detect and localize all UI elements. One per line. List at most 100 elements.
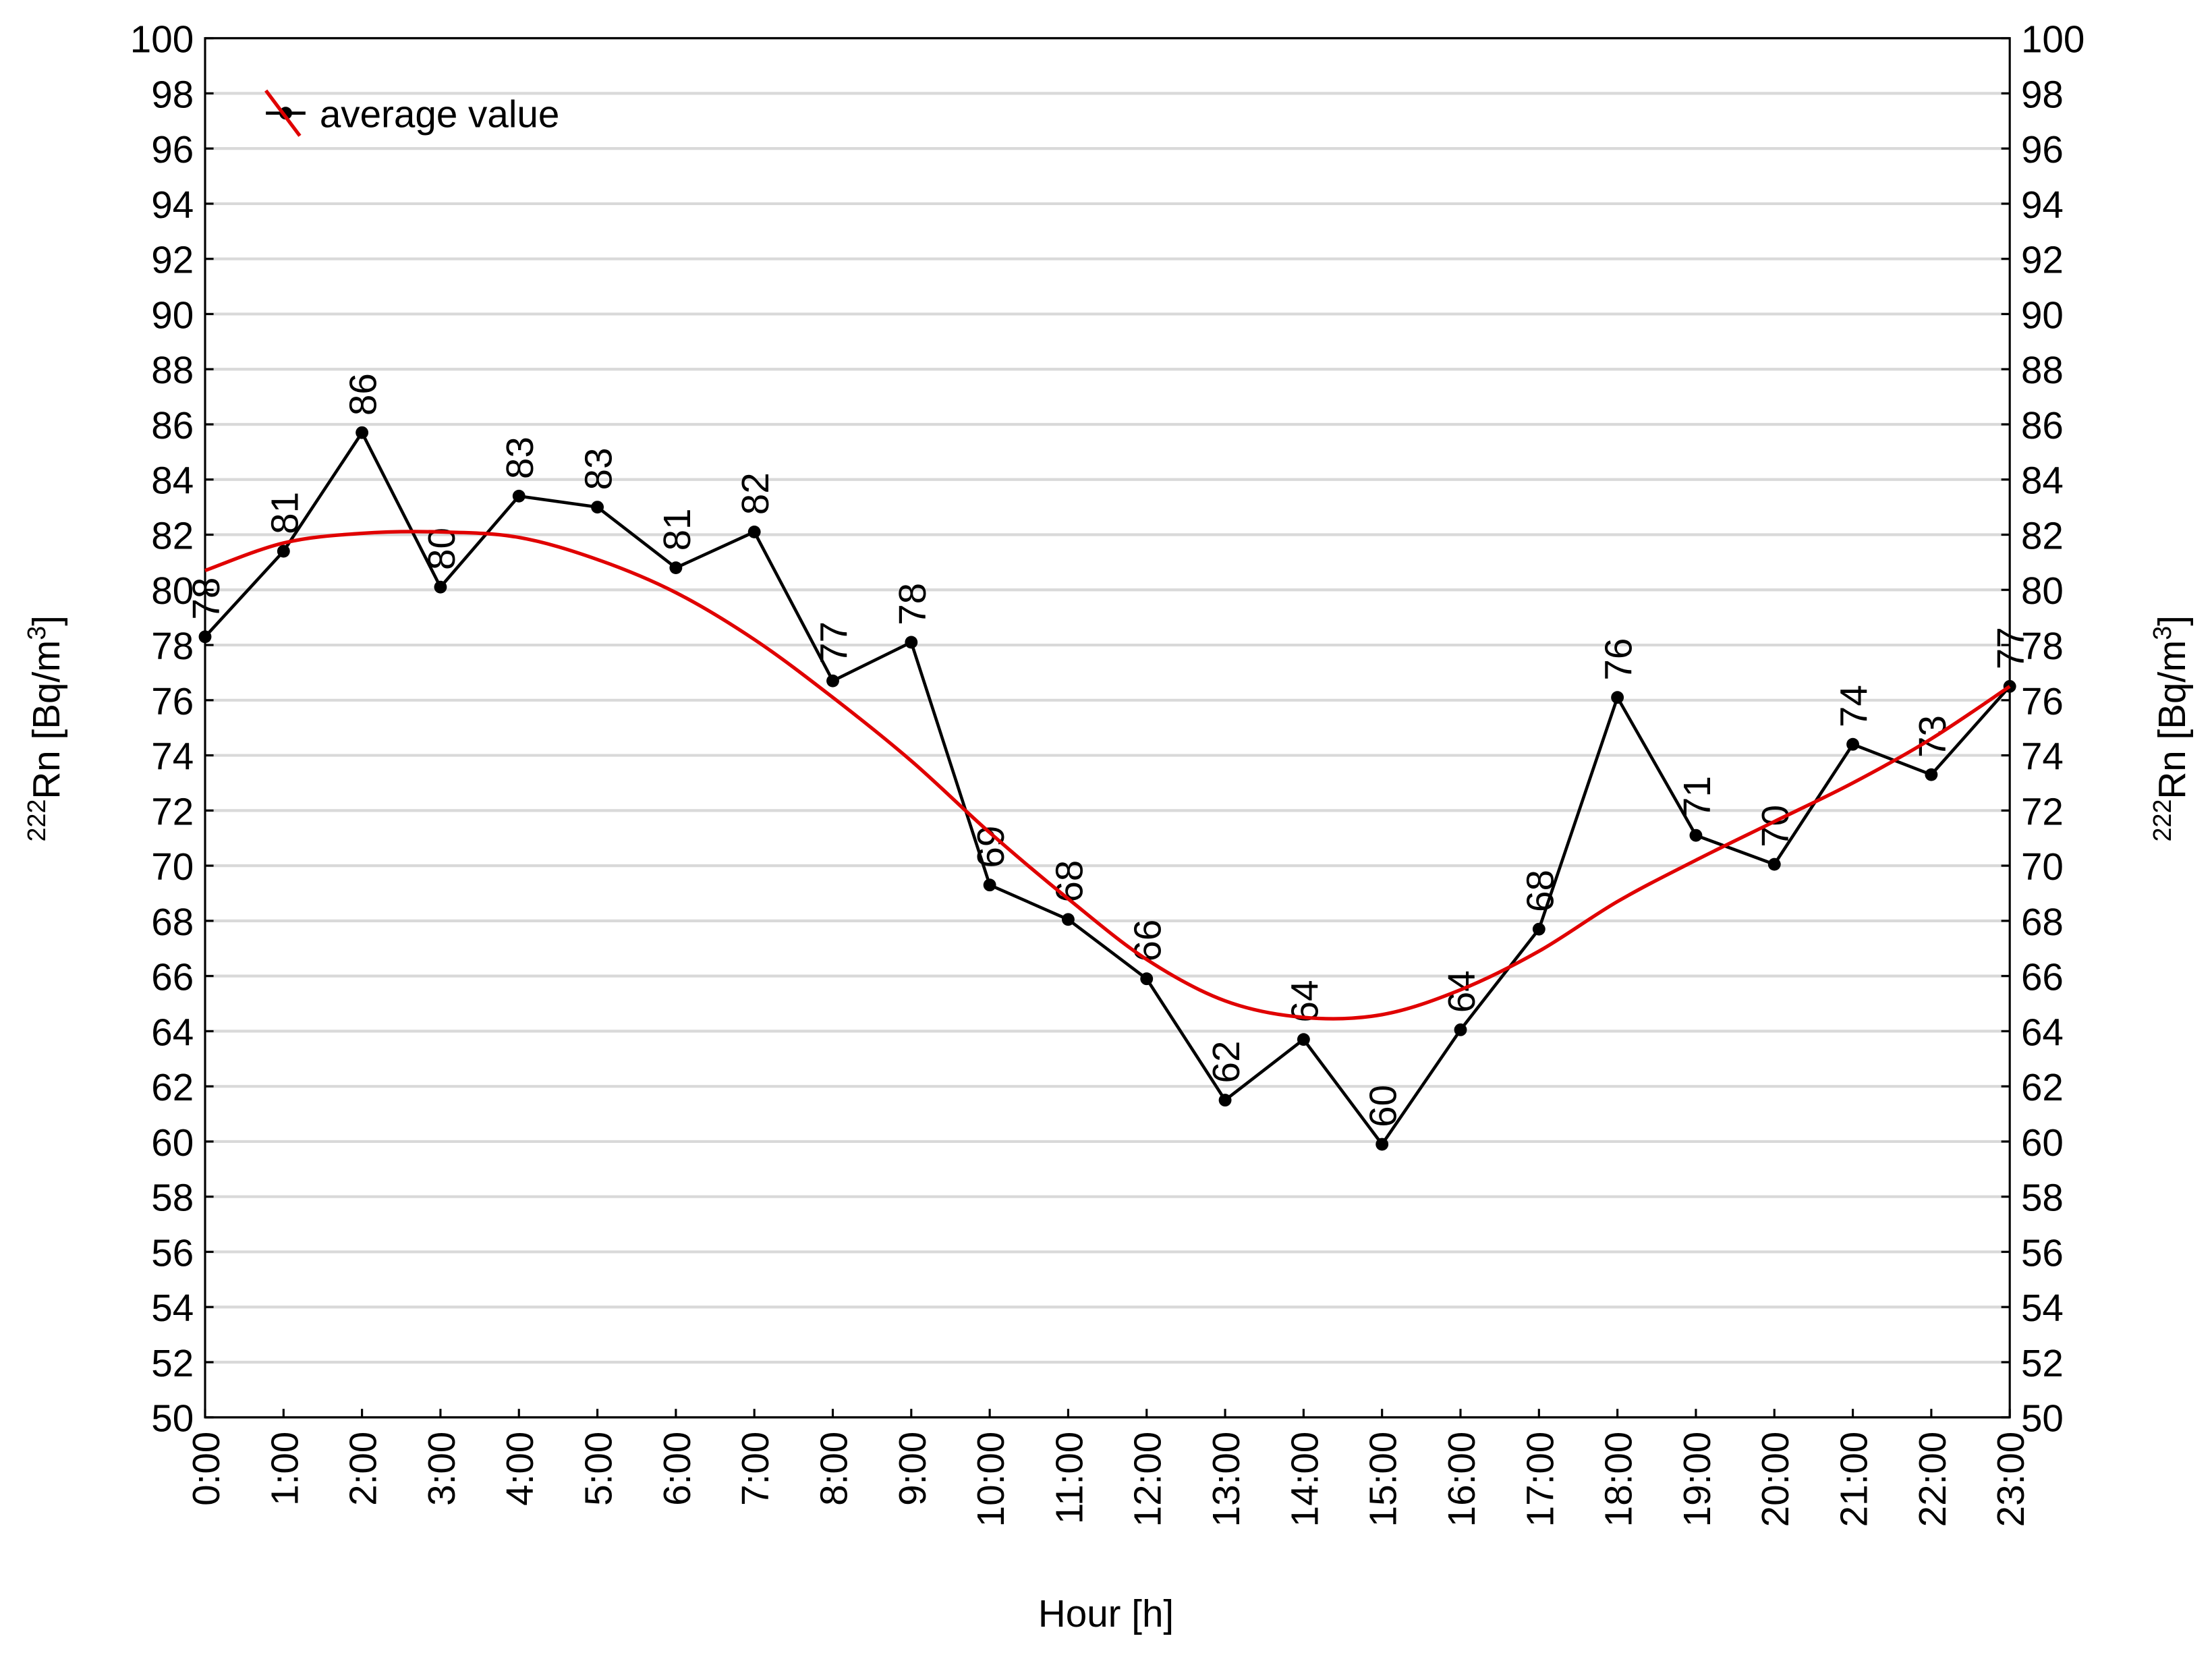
y-tick-label: 54 — [151, 1287, 194, 1329]
legend-trend — [264, 89, 302, 137]
y2-tick-label: 92 — [2021, 239, 2064, 281]
x-tick-label: 13:00 — [1205, 1432, 1247, 1527]
data-point — [1062, 913, 1075, 926]
y-tick-label: 64 — [151, 1011, 194, 1053]
data-point — [826, 674, 839, 688]
y2-tick-label: 88 — [2021, 349, 2064, 391]
x-tick-label: 3:00 — [420, 1432, 463, 1506]
data-point — [1218, 1094, 1232, 1107]
y2-tick-label: 62 — [2021, 1066, 2064, 1109]
data-label: 77 — [1989, 627, 2032, 669]
isotope: 222 — [2148, 800, 2176, 842]
x-tick-label: 9:00 — [891, 1432, 934, 1506]
y2-tick-label: 82 — [2021, 514, 2064, 557]
x-tick-label: 0:00 — [185, 1432, 227, 1506]
data-point — [434, 580, 447, 594]
data-label: 81 — [656, 508, 698, 551]
y-tick-label: 86 — [151, 404, 194, 447]
y2-tick-label: 72 — [2021, 790, 2064, 833]
x-tick-label: 1:00 — [263, 1432, 306, 1506]
x-tick-label: 17:00 — [1519, 1432, 1561, 1527]
x-tick-label: 23:00 — [1989, 1432, 2032, 1527]
data-point — [512, 489, 526, 503]
y2-tick-label: 70 — [2021, 845, 2064, 888]
y-tick-label: 84 — [151, 459, 194, 502]
trend-line — [204, 530, 2011, 1021]
data-label: 71 — [1676, 776, 1718, 818]
x-tick-label: 2:00 — [342, 1432, 385, 1506]
x-tick-label: 19:00 — [1676, 1432, 1718, 1527]
data-point — [1846, 737, 1860, 751]
y2-tick-label: 74 — [2021, 735, 2064, 778]
data-label: 66 — [1127, 920, 1169, 962]
data-point — [983, 878, 996, 892]
data-point — [669, 561, 683, 575]
data-label: 70 — [1754, 805, 1796, 847]
y-tick-label: 80 — [151, 569, 194, 612]
y2-tick-label: 64 — [2021, 1011, 2064, 1053]
y2-tick-label: 84 — [2021, 459, 2064, 502]
y-tick-label: 66 — [151, 956, 194, 999]
y2-tick-label: 56 — [2021, 1231, 2064, 1274]
y-tick-label: 98 — [151, 73, 194, 115]
exponent: 3 — [2148, 626, 2176, 640]
y2-tick-label: 76 — [2021, 680, 2064, 723]
y2-tick-label: 96 — [2021, 128, 2064, 171]
y2-tick-label: 86 — [2021, 404, 2064, 447]
y-tick-label: 74 — [151, 735, 194, 778]
x-tick-label: 4:00 — [499, 1432, 541, 1506]
y2-tick-label: 100 — [2021, 18, 2085, 61]
data-label: 81 — [263, 492, 306, 534]
y2-tick-label: 54 — [2021, 1287, 2064, 1329]
y2-tick-label: 58 — [2021, 1177, 2064, 1219]
y2-tick-label: 98 — [2021, 73, 2064, 115]
data-label: 80 — [420, 528, 463, 570]
x-tick-label: 22:00 — [1911, 1432, 1954, 1527]
y2-tick-label: 52 — [2021, 1342, 2064, 1384]
y2-tick-label: 60 — [2021, 1121, 2064, 1164]
data-point — [1689, 829, 1703, 842]
data-point — [198, 630, 212, 644]
data-point — [1376, 1138, 1389, 1151]
data-label: 86 — [342, 373, 385, 416]
x-tick-label: 12:00 — [1127, 1432, 1169, 1527]
data-label: 64 — [1440, 970, 1483, 1013]
x-tick-label: 5:00 — [577, 1432, 620, 1506]
exponent: 3 — [22, 626, 51, 640]
x-tick-label: 16:00 — [1440, 1432, 1483, 1527]
data-point — [356, 426, 369, 439]
data-label: 62 — [1205, 1040, 1247, 1083]
y2-tick-label: 50 — [2021, 1397, 2064, 1440]
y-tick-label: 88 — [151, 349, 194, 391]
x-tick-label: 18:00 — [1597, 1432, 1640, 1527]
data-label: 78 — [185, 578, 227, 620]
data-label: 60 — [1362, 1085, 1405, 1127]
data-point — [1532, 922, 1545, 936]
plot-frame — [204, 37, 2011, 1419]
data-label: 83 — [499, 437, 541, 479]
data-point — [1454, 1023, 1467, 1036]
x-tick-label: 6:00 — [656, 1432, 698, 1506]
y-tick-label: 68 — [151, 901, 194, 943]
data-label: 74 — [1833, 685, 1875, 727]
y2-tick-label: 94 — [2021, 184, 2064, 226]
data-point — [277, 544, 290, 558]
y-tick-label: 60 — [151, 1121, 194, 1164]
y2-tick-label: 68 — [2021, 901, 2064, 943]
data-point — [1140, 972, 1154, 986]
data-label: 83 — [577, 448, 620, 490]
x-axis-label: Hour [h] — [1038, 1592, 1174, 1635]
data-point — [1925, 768, 1938, 781]
x-tick-label: 21:00 — [1833, 1432, 1875, 1527]
legend-label: average value — [320, 93, 560, 136]
x-tick-label: 15:00 — [1362, 1432, 1405, 1527]
y-tick-label: 94 — [151, 184, 194, 226]
data-label: 68 — [1048, 860, 1090, 903]
y2-tick-label: 90 — [2021, 293, 2064, 336]
x-tick-label: 10:00 — [969, 1432, 1012, 1527]
y-tick-label: 58 — [151, 1177, 194, 1219]
data-label: 78 — [891, 583, 934, 625]
isotope: 222 — [22, 800, 51, 842]
y-tick-label: 100 — [130, 18, 194, 61]
